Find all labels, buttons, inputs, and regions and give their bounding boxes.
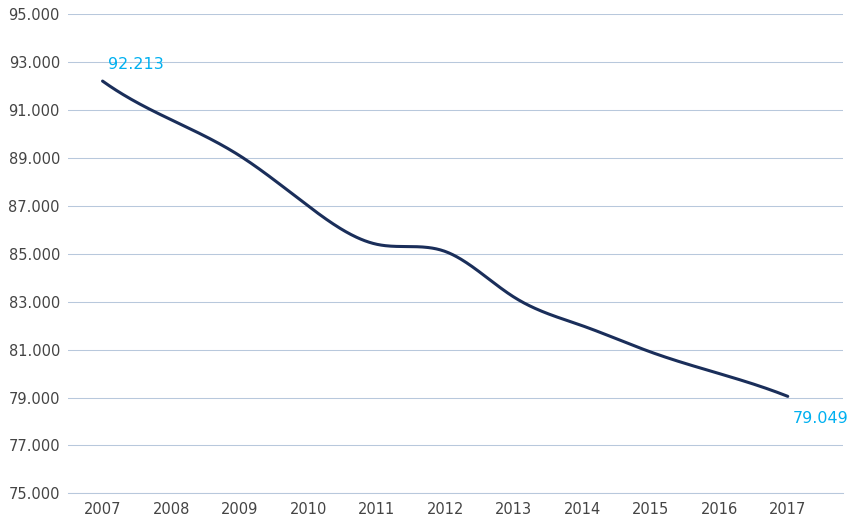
Text: 92.213: 92.213 [108, 57, 164, 71]
Text: 79.049: 79.049 [793, 411, 849, 426]
